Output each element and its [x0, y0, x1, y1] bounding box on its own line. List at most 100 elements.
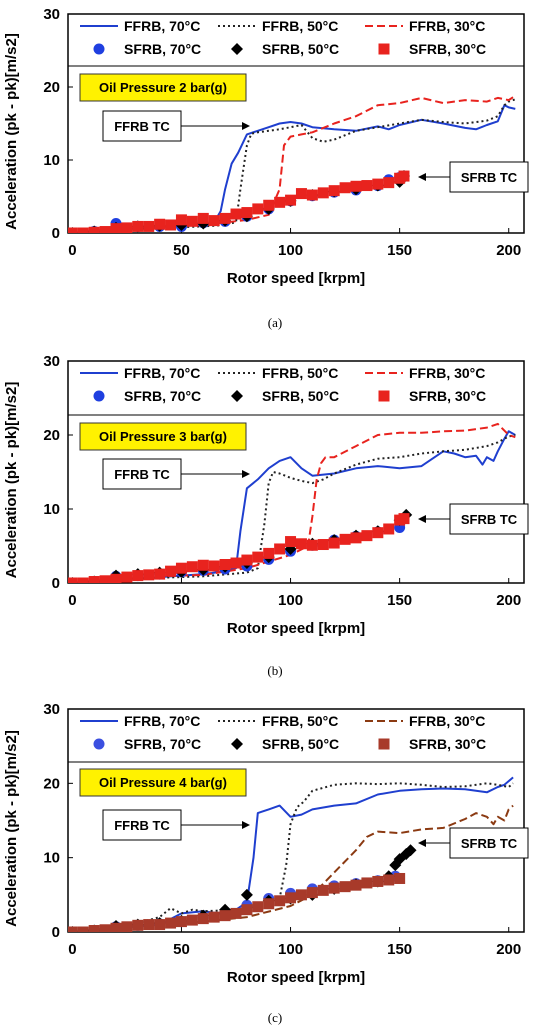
- series-marker-square: [274, 196, 286, 208]
- plot-frame: [67, 13, 525, 234]
- x-tick-label: 50: [173, 592, 190, 609]
- series-marker-square: [110, 922, 122, 932]
- series-marker-square: [230, 208, 242, 220]
- series-marker-square: [317, 187, 329, 199]
- y-tick-label: 20: [43, 79, 60, 96]
- series-marker-square: [317, 539, 329, 551]
- legend-marker-swatch: [378, 43, 390, 55]
- x-tick-label: 0: [68, 941, 76, 958]
- series-line: [72, 804, 514, 932]
- series-line: [72, 430, 516, 583]
- series-marker-square: [143, 220, 155, 232]
- legend-marker-swatch: [231, 390, 243, 402]
- sfrb-tc-arrowhead: [418, 839, 426, 847]
- series-marker-square: [361, 530, 373, 542]
- x-axis-label: Rotor speed [krpm]: [227, 620, 365, 637]
- series-marker-square: [110, 573, 122, 583]
- series-marker-square: [383, 177, 395, 189]
- series-marker-square: [208, 911, 220, 923]
- x-tick-label: 0: [68, 592, 76, 609]
- series-marker-square: [132, 220, 144, 232]
- series-marker-square: [295, 889, 307, 901]
- series-marker-square: [88, 925, 100, 932]
- series-marker-square: [241, 554, 253, 566]
- ffrb-tc-label: FFRB TC: [114, 119, 170, 134]
- chart-panel-3: 0 10 20 30 0 50 100 150 200 Rotor speed [krpm] Acc…: [3, 701, 529, 1025]
- series-marker-square: [263, 547, 275, 559]
- y-tick-label: 0: [52, 575, 60, 592]
- legend-label: SFRB, 70°C: [124, 736, 201, 752]
- series-marker-square: [306, 539, 318, 551]
- series-marker-square: [77, 577, 89, 583]
- series-marker-square: [328, 185, 340, 197]
- x-tick-label: 50: [173, 242, 190, 259]
- series-marker-square: [77, 227, 89, 233]
- series-marker-square: [383, 523, 395, 535]
- sfrb-tc-box: [449, 161, 529, 193]
- series-marker-square: [175, 916, 187, 928]
- series-marker-square: [306, 887, 318, 899]
- sfrb-tc-box: [449, 503, 529, 535]
- legend-label: SFRB, 30°C: [409, 388, 486, 404]
- series-marker-square: [274, 895, 286, 907]
- oil-pressure-box: [79, 73, 247, 102]
- x-tick-label: 0: [68, 242, 76, 259]
- series-marker-square: [350, 879, 362, 891]
- legend-marker-swatch: [231, 738, 243, 750]
- x-tick-label: 50: [173, 941, 190, 958]
- legend-label: FFRB, 30°C: [409, 713, 485, 729]
- series-marker-square: [252, 901, 264, 913]
- oil-pressure-box: [79, 768, 247, 797]
- y-tick-label: 20: [43, 427, 60, 444]
- panel-caption: (a): [268, 315, 282, 330]
- x-tick-label: 150: [387, 592, 412, 609]
- series-marker-square: [361, 180, 373, 192]
- series-marker-square: [186, 215, 198, 227]
- series-marker-square: [285, 536, 297, 548]
- legend-label: FFRB, 50°C: [262, 365, 338, 381]
- series-marker-square: [186, 561, 198, 573]
- series-marker-square: [230, 557, 242, 569]
- oil-pressure-label: Oil Pressure 3 bar(g): [99, 429, 227, 444]
- x-tick-label: 200: [496, 941, 521, 958]
- ffrb-tc-arrowhead: [242, 821, 250, 829]
- legend-label: FFRB, 50°C: [262, 18, 338, 34]
- series-marker-square: [165, 219, 177, 231]
- x-tick-label: 200: [496, 592, 521, 609]
- legend-label: SFRB, 30°C: [409, 41, 486, 57]
- ffrb-tc-box: [102, 809, 182, 841]
- series-marker-square: [175, 214, 187, 226]
- y-tick-label: 10: [43, 850, 60, 867]
- legend-label: SFRB, 70°C: [124, 388, 201, 404]
- series-marker-square: [208, 215, 220, 227]
- series-marker-square: [350, 532, 362, 544]
- legend-label: SFRB, 50°C: [262, 736, 339, 752]
- series-marker-square: [197, 212, 209, 224]
- x-axis-label: Rotor speed [krpm]: [227, 270, 365, 287]
- ffrb-tc-box: [102, 458, 182, 490]
- series-marker-square: [350, 180, 362, 192]
- series-marker-square: [285, 892, 297, 904]
- series-marker-square: [68, 926, 78, 932]
- sfrb-tc-arrowhead: [418, 173, 426, 181]
- legend-marker-swatch: [93, 738, 105, 750]
- sfrb-tc-arrowhead: [418, 515, 426, 523]
- series-marker-square: [295, 538, 307, 550]
- x-axis-label: Rotor speed [krpm]: [227, 969, 365, 986]
- series-marker-square: [99, 924, 111, 932]
- series-marker-square: [339, 182, 351, 194]
- series-marker-square: [398, 513, 410, 525]
- y-axis-label: Acceleration (pk - pk)[m/s2]: [3, 382, 20, 579]
- y-tick-label: 30: [43, 353, 60, 370]
- series-marker-square: [241, 207, 253, 219]
- legend-label: SFRB, 50°C: [262, 41, 339, 57]
- data-layer: [68, 422, 516, 583]
- series-marker-square: [121, 222, 133, 233]
- series-marker-square: [154, 919, 166, 931]
- series-marker-square: [143, 569, 155, 581]
- ffrb-tc-label: FFRB TC: [114, 467, 170, 482]
- series-marker-square: [306, 189, 318, 201]
- panel-caption: (b): [267, 663, 282, 678]
- legend-label: FFRB, 70°C: [124, 713, 200, 729]
